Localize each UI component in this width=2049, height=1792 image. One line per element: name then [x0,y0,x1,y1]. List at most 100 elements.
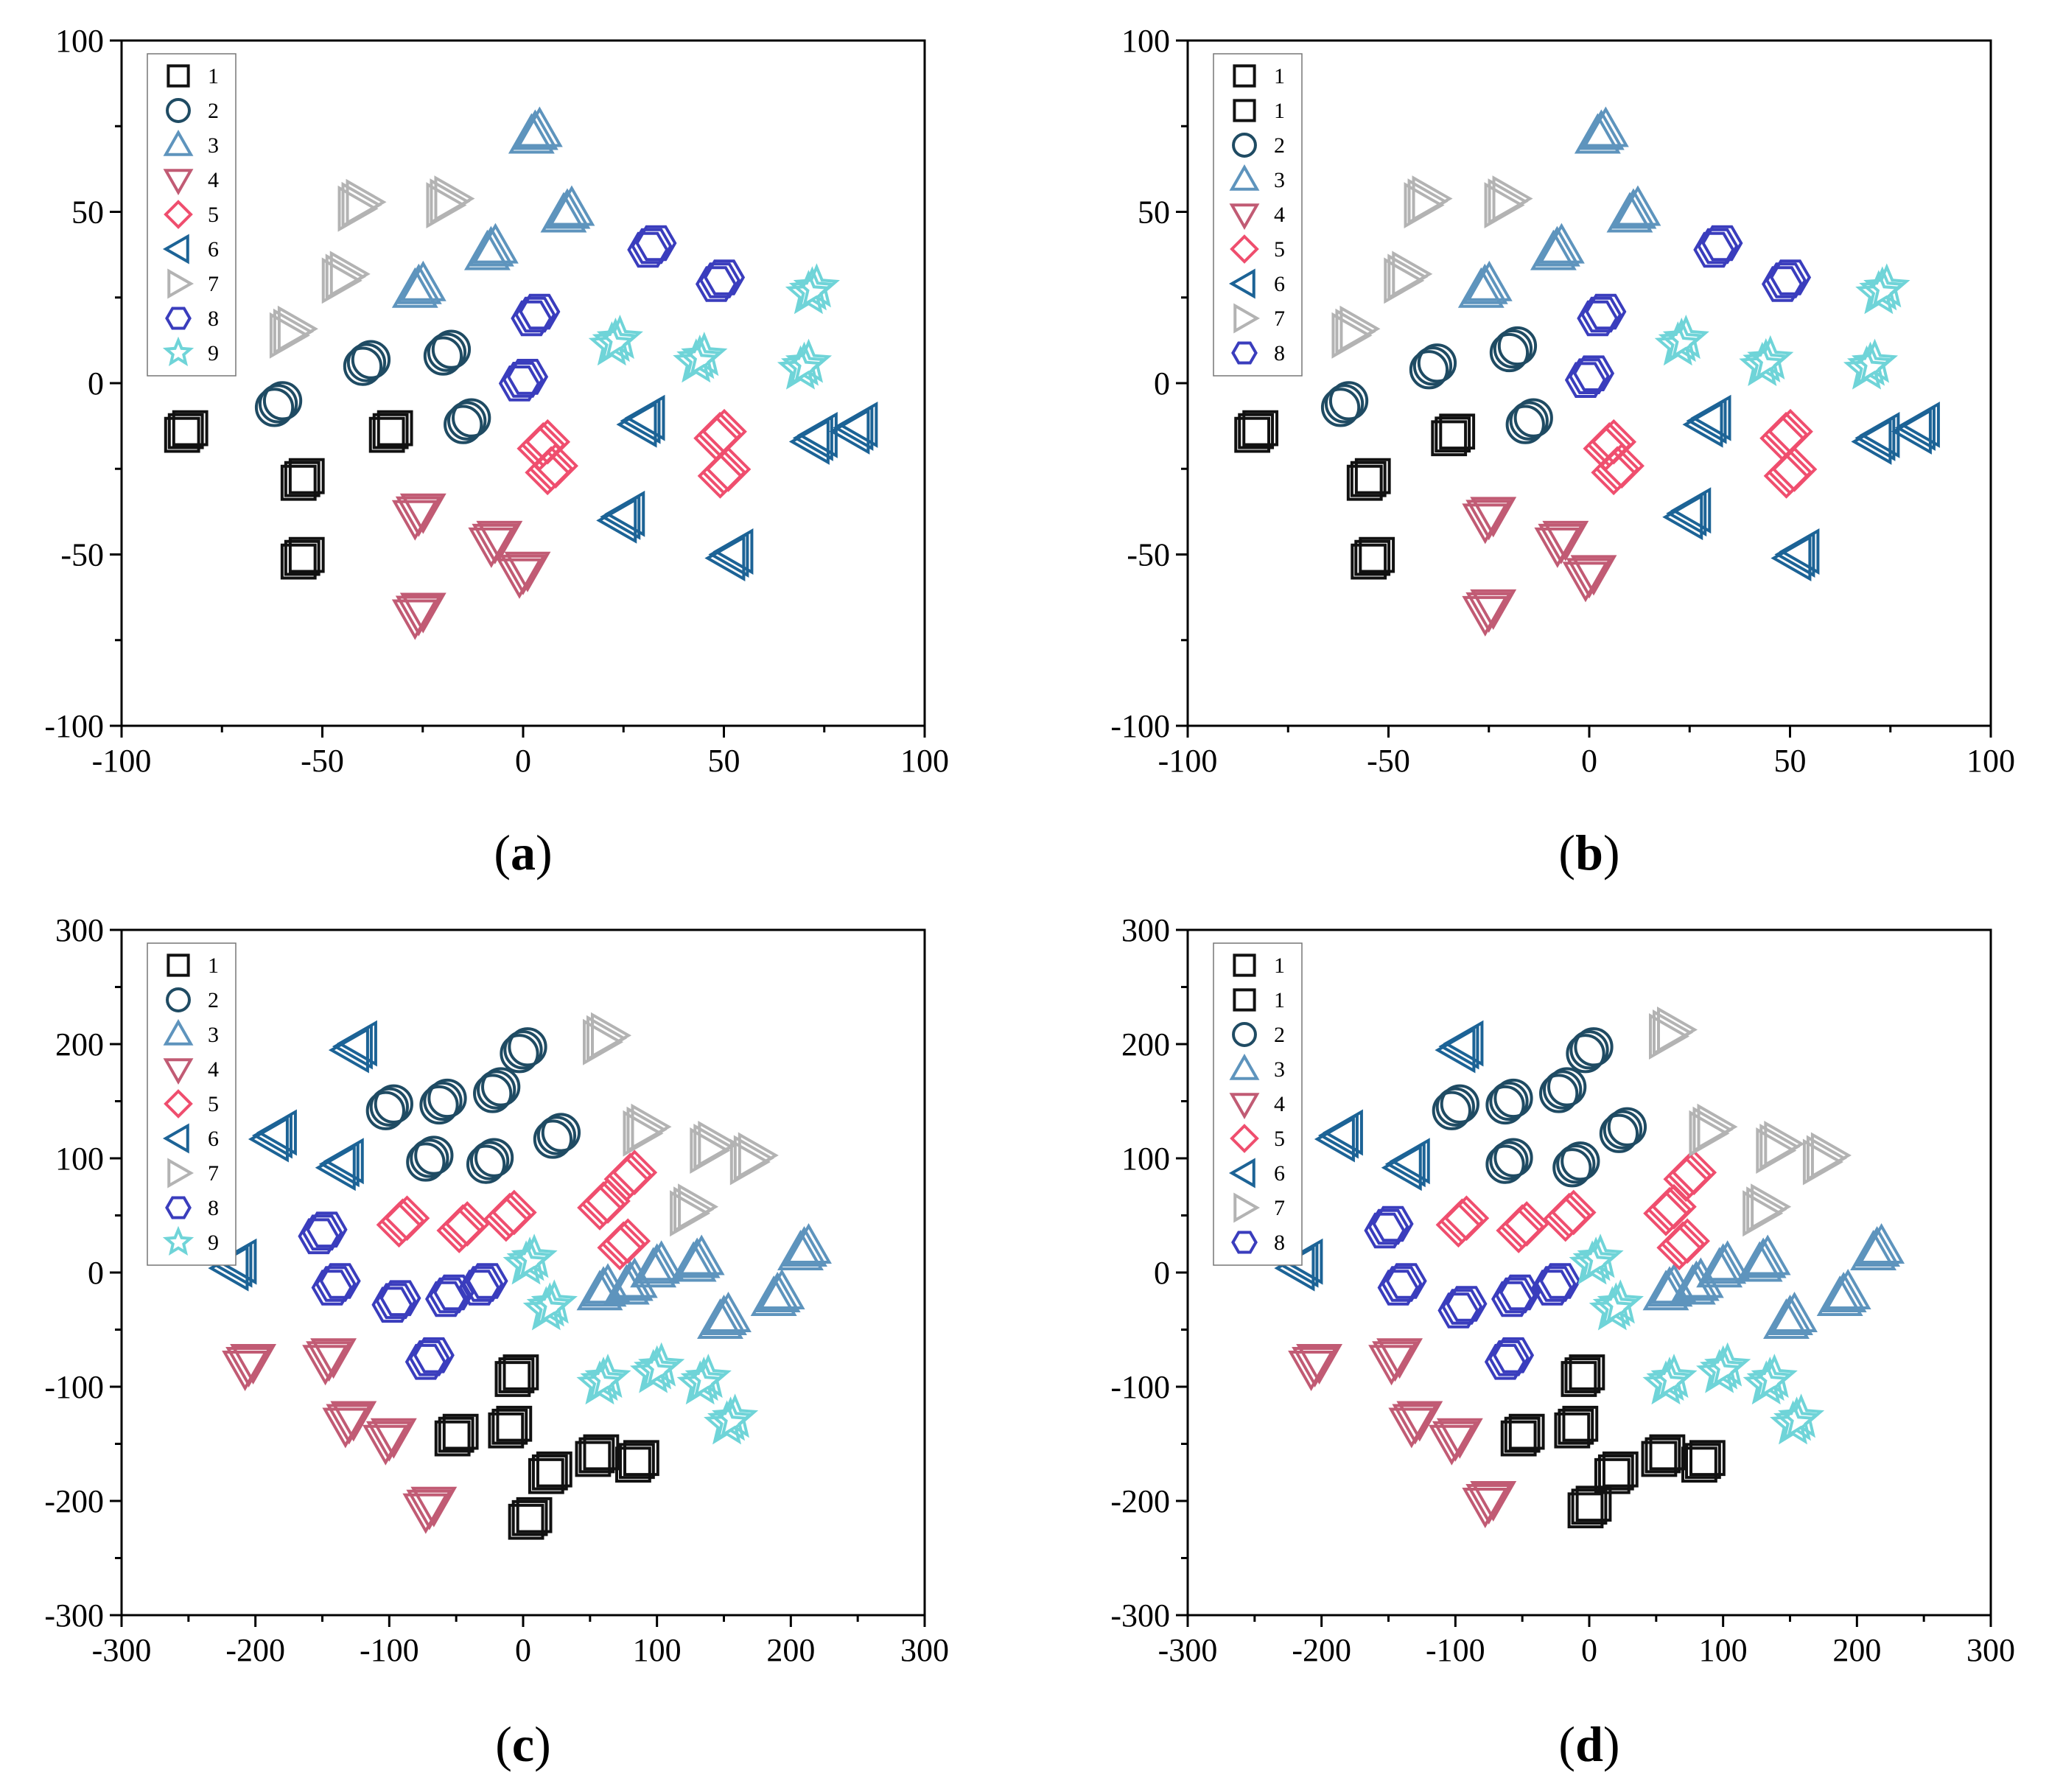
data-point [1534,527,1581,568]
cluster-class-9 [1739,335,1794,387]
cluster-class-6 [328,1020,377,1074]
legend-label: 5 [208,1092,219,1116]
legend-label: 2 [208,99,219,123]
data-point [254,388,295,427]
data-point [712,528,754,575]
cluster-class-1 [1561,1354,1605,1397]
data-point [280,543,317,580]
cluster-class-2 [1432,1084,1479,1130]
data-point [498,1357,535,1393]
data-point [458,1270,500,1306]
cluster-class-3 [750,1268,805,1316]
data-point [410,1486,458,1527]
data-point [410,1138,449,1178]
data-point [627,231,669,268]
cluster-class-5 [516,419,571,472]
data-point [1602,1451,1639,1488]
data-point [729,1138,771,1186]
legend-label: 4 [1274,203,1285,227]
cluster-class-2 [423,329,472,376]
legend-marker [1228,268,1255,299]
x-tick-label: -300 [1158,1632,1218,1668]
data-point [1649,1013,1690,1060]
data-point [1771,1291,1818,1332]
data-point [164,416,200,453]
data-point [697,1298,743,1339]
data-point [336,1020,377,1067]
data-point [1499,1274,1541,1311]
data-point [1437,1292,1479,1329]
cluster-class-9 [522,1279,578,1331]
data-point [1492,1337,1535,1373]
panel-a: -100 -50 0 50 100 -100 -50 0 50 100 1 2 3 4 5 6 7 8 9 (a) [44,23,949,881]
cluster-class-2 [1566,1027,1614,1074]
data-point [1376,1338,1423,1379]
y-tick-label: 0 [88,1255,104,1291]
data-point [222,1351,269,1392]
data-point [1643,1190,1689,1236]
data-point [404,1343,446,1380]
data-point [1556,1144,1596,1184]
legend-marker [1233,1192,1261,1223]
cluster-class-7 [269,305,318,359]
cluster-class-1 [508,1497,553,1540]
data-point [1569,1354,1605,1390]
y-tick-label: 50 [1138,195,1170,231]
data-point [1288,1351,1335,1392]
data-point [506,359,549,395]
data-point [1681,1446,1717,1483]
data-point [427,332,467,372]
data-point [1769,259,1812,295]
data-point [1493,329,1533,369]
cluster-class-7 [729,1132,779,1186]
cluster-class-8 [371,1280,421,1323]
cluster-class-4 [391,493,446,541]
cluster-class-3 [540,185,595,233]
cluster-class-2 [1552,1141,1600,1188]
data-point [1770,535,1812,581]
data-point [504,551,551,592]
data-point [1662,494,1703,541]
data-point [1770,1400,1817,1445]
legend-marker [166,987,191,1012]
cluster-class-3 [391,260,446,308]
cluster-class-3 [1574,106,1629,154]
y-tick-label: 300 [55,912,104,948]
cluster-class-4 [222,1344,277,1392]
cluster-class-8 [1377,1263,1427,1306]
data-point [1574,113,1621,154]
cluster-class-9 [785,263,840,315]
cluster-class-7 [337,178,387,232]
cluster-class-8 [695,259,746,302]
cluster-class-8 [1437,1286,1488,1329]
cluster-class-4 [1368,1338,1423,1386]
data-point [1470,1481,1517,1522]
data-point [302,1345,349,1386]
cluster-class-1 [1567,1485,1612,1529]
legend-label: 1 [1274,64,1285,88]
data-point [498,365,541,402]
x-tick-label: 200 [1832,1632,1881,1668]
cluster-class-1 [615,1440,659,1483]
data-point [603,1156,650,1203]
data-point [630,1348,677,1393]
data-point [616,401,657,448]
cluster-class-8 [1577,293,1627,337]
data-point [1493,1078,1533,1119]
data-point [578,1437,615,1474]
data-point [1470,497,1517,538]
data-point [468,527,515,568]
data-point [330,1401,377,1442]
cluster-class-4 [1534,520,1589,568]
data-point [511,300,553,337]
cluster-class-5 [376,1195,430,1248]
data-point [508,1027,547,1067]
data-point [511,1499,548,1536]
data-point [370,1418,417,1459]
data-point [503,1030,543,1070]
plot-frame [1186,39,1992,727]
marker-layer [1234,106,1940,637]
data-point [500,1034,539,1074]
legend-marker [163,1018,194,1046]
data-point [466,1144,506,1184]
